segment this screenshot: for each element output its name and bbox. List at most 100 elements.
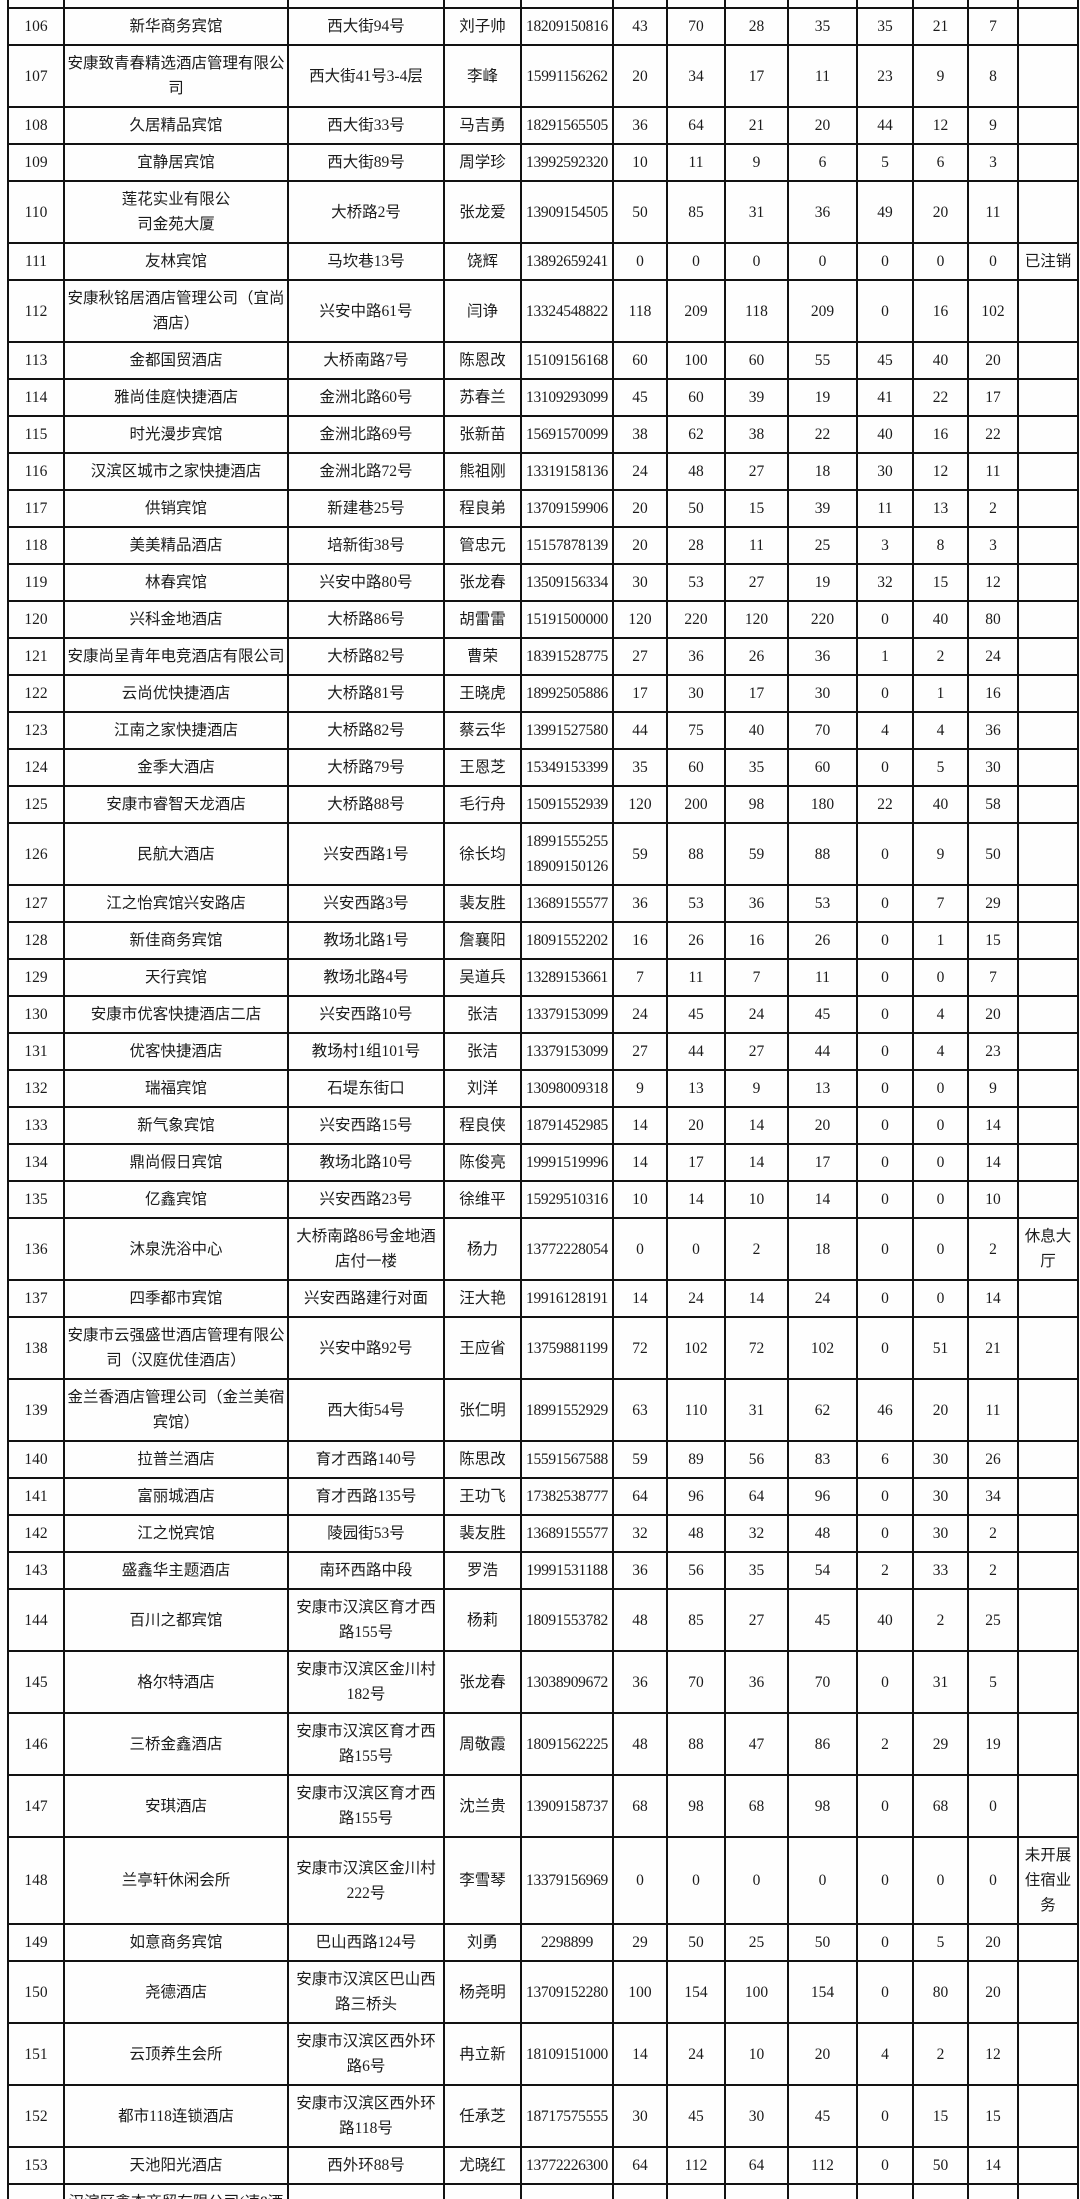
hotel-name-cell: 优客快捷酒店	[63, 1032, 289, 1071]
table-row: 107 安康致青春精选酒店管理有限公 司西大街41号3-4层 李峰 159911562…	[7, 44, 1079, 108]
row-number-cell: 117	[7, 489, 65, 528]
remark-cell	[1017, 884, 1079, 923]
table-row: 142 江之悦宾馆 陵园街53号 裴友胜 13689155577 32 48 32 48 0 30 2	[7, 1514, 1079, 1553]
stat-cell-5: 0	[856, 995, 914, 1034]
remark-cell	[1017, 44, 1079, 108]
stat-cell-7: 7	[967, 958, 1019, 997]
stat-cell-2: 44	[666, 1032, 726, 1071]
hotel-name-cell: 安康致青春精选酒店管理有限公 司	[63, 44, 289, 108]
stat-cell-6: 20	[912, 1378, 969, 1442]
table-row: 114 雅尚佳庭快捷酒店 金洲北路60号 苏春兰 13109293099 45 60 39 19…	[7, 378, 1079, 417]
hotel-name-cell: 天池阳光酒店	[63, 2146, 289, 2185]
stat-cell-3: 21	[724, 106, 789, 145]
stat-cell-3: 120	[724, 600, 789, 639]
stat-cell-6: 5	[912, 748, 969, 787]
stat-cell-5: 44	[856, 106, 914, 145]
address-cell: 兴安中路92号	[287, 1316, 445, 1380]
stat-cell-5: 2	[856, 1551, 914, 1590]
stat-cell-6: 0	[912, 1143, 969, 1182]
stat-cell-6: 0	[912, 1069, 969, 1108]
contact-person-cell: 杨尧明	[443, 1960, 522, 2024]
phone-cell: 19916128191	[520, 1279, 614, 1318]
table-row: 106 新华商务宾馆 西大街94号 刘子帅 18209150816 43 70 28 35 35 2…	[7, 7, 1079, 46]
address-cell: 兴安中路61号	[287, 279, 445, 343]
row-number-cell: 144	[7, 1588, 65, 1652]
partial-cell	[520, 0, 614, 9]
stat-cell-4: 154	[787, 1960, 858, 2024]
stat-cell-5: 0	[856, 674, 914, 713]
hotel-name-cell: 莲花实业有限公 司金苑大厦	[63, 180, 289, 244]
stat-cell-3: 35	[724, 2183, 789, 2199]
address-cell: 陵园街53号	[287, 1514, 445, 1553]
stat-cell-7: 12	[967, 2022, 1019, 2086]
phone-cell: 18291565505	[520, 106, 614, 145]
stat-cell-1: 0	[612, 1217, 668, 1281]
stat-cell-7: 26	[967, 1440, 1019, 1479]
stat-cell-7: 9	[967, 1069, 1019, 1108]
stat-cell-4: 13	[787, 1069, 858, 1108]
row-number-cell: 152	[7, 2084, 65, 2148]
stat-cell-1: 48	[612, 1712, 668, 1776]
stat-cell-2: 154	[666, 1960, 726, 2024]
stat-cell-5: 35	[856, 7, 914, 46]
hotel-name-cell: 四季都市宾馆	[63, 1279, 289, 1318]
address-cell: 安康市汉滨区金川村 182号	[287, 1650, 445, 1714]
address-cell: 西大街54号	[287, 1378, 445, 1442]
row-number-cell: 129	[7, 958, 65, 997]
stat-cell-5: 0	[856, 1316, 914, 1380]
contact-person-cell: 杨莉	[443, 1588, 522, 1652]
stat-cell-6: 0	[912, 242, 969, 281]
phone-cell: 15991156262	[520, 44, 614, 108]
phone-cell: 18091552202	[520, 921, 614, 960]
contact-person-cell: 汪大艳	[443, 1279, 522, 1318]
stat-cell-5: 0	[856, 2146, 914, 2185]
phone-cell: 15349153399	[520, 748, 614, 787]
stat-cell-4: 53	[787, 884, 858, 923]
hotel-name-cell: 安康市云强盛世酒店管理有限公 司（汉庭优佳酒店）	[63, 1316, 289, 1380]
stat-cell-2: 26	[666, 921, 726, 960]
partial-cell	[443, 0, 522, 9]
remark-cell	[1017, 526, 1079, 565]
stat-cell-6: 6	[912, 143, 969, 182]
remark-cell	[1017, 341, 1079, 380]
contact-person-cell: 尤晓红	[443, 2146, 522, 2185]
hotel-name-cell: 格尔特酒店	[63, 1650, 289, 1714]
contact-person-cell: 周学珍	[443, 143, 522, 182]
stat-cell-3: 26	[724, 637, 789, 676]
table-row: 149 如意商务宾馆 巴山西路124号 刘勇 2298899 29 50 25 50 0 5 20	[7, 1923, 1079, 1962]
stat-cell-5: 11	[856, 489, 914, 528]
hotel-name-cell: 鼎尚假日宾馆	[63, 1143, 289, 1182]
stat-cell-3: 27	[724, 1588, 789, 1652]
stat-cell-3: 36	[724, 1650, 789, 1714]
partial-cell	[724, 0, 789, 9]
stat-cell-6: 4	[912, 1032, 969, 1071]
hotel-name-cell: 云顶养生会所	[63, 2022, 289, 2086]
phone-cell: 13038909672	[520, 1650, 614, 1714]
table-row: 126 民航大酒店 兴安西路1号 徐长均 18991555255 18909150126…	[7, 822, 1079, 886]
row-number-cell: 119	[7, 563, 65, 602]
hotel-name-cell: 江之悦宾馆	[63, 1514, 289, 1553]
stat-cell-5: 0	[856, 822, 914, 886]
stat-cell-2: 24	[666, 2022, 726, 2086]
stat-cell-1: 16	[612, 921, 668, 960]
stat-cell-6: 50	[912, 2146, 969, 2185]
address-cell: 安康市汉滨区西外环 路118号	[287, 2084, 445, 2148]
address-cell: 安康市汉滨区金川村 222号	[287, 1836, 445, 1925]
row-number-cell: 139	[7, 1378, 65, 1442]
hotel-registry-table: 106 新华商务宾馆 西大街94号 刘子帅 18209150816 43 70 28 35 35 2…	[7, 0, 1079, 2199]
hotel-name-cell: 雅尚佳庭快捷酒店	[63, 378, 289, 417]
contact-person-cell: 程良弟	[443, 489, 522, 528]
row-number-cell: 127	[7, 884, 65, 923]
stat-cell-6: 0	[912, 958, 969, 997]
stat-cell-7: 23	[967, 1032, 1019, 1071]
stat-cell-4: 48	[787, 1514, 858, 1553]
remark-cell	[1017, 711, 1079, 750]
row-number-cell: 115	[7, 415, 65, 454]
table-row: 109 宜静居宾馆 西大街89号 周学珍 13992592320 10 11 9 6 5 6 3	[7, 143, 1079, 182]
stat-cell-4: 18	[787, 452, 858, 491]
partial-row-top	[7, 0, 1079, 9]
stat-cell-4: 98	[787, 1774, 858, 1838]
stat-cell-4: 14	[787, 1180, 858, 1219]
contact-person-cell: 张仁明	[443, 1378, 522, 1442]
stat-cell-7: 25	[967, 1588, 1019, 1652]
